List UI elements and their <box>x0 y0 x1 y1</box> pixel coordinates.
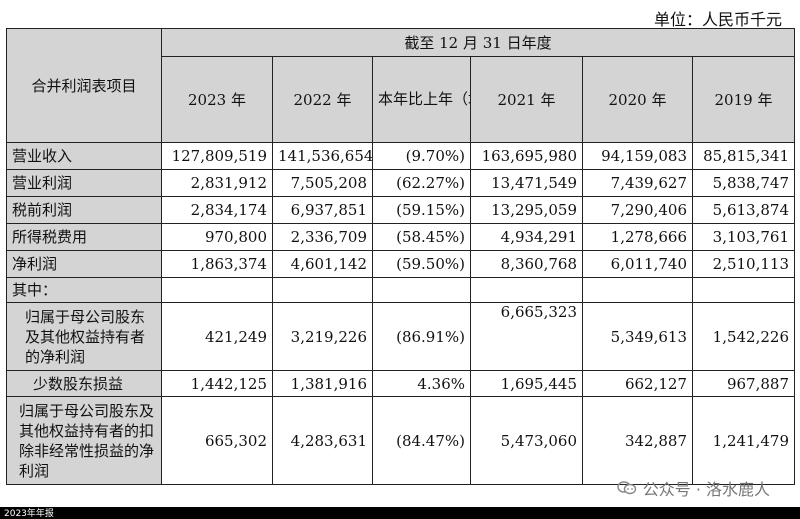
cell-2020: 1,278,666 <box>582 223 693 251</box>
cell-2019: 5,613,874 <box>692 196 795 224</box>
cell-2019 <box>692 277 795 303</box>
cell-2019: 1,241,479 <box>692 396 795 485</box>
cell-2020: 5,349,613 <box>582 302 693 371</box>
cell-2023: 1,442,125 <box>161 370 273 397</box>
cell-2021: 6,665,323 <box>470 302 583 371</box>
watermark-text: 公众号 · 洛水鹿人 <box>642 480 770 499</box>
cell-yoy: (62.27%) <box>372 169 471 197</box>
row-header-cell: 合并利润表项目 <box>6 28 162 143</box>
cell-yoy: (59.15%) <box>372 196 471 224</box>
cell-2022: 4,601,142 <box>272 250 373 278</box>
cell-yoy: (86.91%) <box>372 302 471 371</box>
cell-2022: 3,219,226 <box>272 302 373 371</box>
col-header-2021: 2021 年 <box>470 56 583 143</box>
table-row-parent-net-profit: 归属于母公司股东及其他权益持有者的净利润 421,249 3,219,226 (… <box>6 302 795 371</box>
table-row-parent-net-profit-excl-nonrecurring: 归属于母公司股东及其他权益持有者的扣除非经常性损益的净利润 665,302 4,… <box>6 396 795 485</box>
col-header-2020: 2020 年 <box>582 56 693 143</box>
cell-2019: 85,815,341 <box>692 142 795 170</box>
row-label: 营业收入 <box>6 142 162 170</box>
cell-2022: 6,937,851 <box>272 196 373 224</box>
cell-2021: 4,934,291 <box>470 223 583 251</box>
cell-yoy: 4.36% <box>372 370 471 397</box>
footer-bar: 2023年年报 <box>0 507 800 519</box>
cell-2023: 665,302 <box>161 396 273 485</box>
period-header: 截至 12 月 31 日年度 <box>161 28 795 57</box>
table-row-pretax-profit: 税前利润 2,834,174 6,937,851 (59.15%) 13,295… <box>6 196 795 224</box>
cell-2022: 141,536,654 <box>272 142 373 170</box>
row-label: 净利润 <box>6 250 162 278</box>
cell-yoy <box>372 277 471 303</box>
cell-2022: 7,505,208 <box>272 169 373 197</box>
cell-2021 <box>470 277 583 303</box>
row-label: 营业利润 <box>6 169 162 197</box>
row-label: 其中： <box>6 277 162 303</box>
cell-2020 <box>582 277 693 303</box>
row-label: 所得税费用 <box>6 223 162 251</box>
cell-2019: 967,887 <box>692 370 795 397</box>
table-row-of-which: 其中： <box>6 277 795 303</box>
cell-2019: 1,542,226 <box>692 302 795 371</box>
cell-2019: 3,103,761 <box>692 223 795 251</box>
col-header-2023: 2023 年 <box>161 56 273 143</box>
cell-2021: 13,295,059 <box>470 196 583 224</box>
cell-2023: 421,249 <box>161 302 273 371</box>
table-row-net-profit: 净利润 1,863,374 4,601,142 (59.50%) 8,360,7… <box>6 250 795 278</box>
col-header-2019: 2019 年 <box>692 56 795 143</box>
cell-yoy: (58.45%) <box>372 223 471 251</box>
cell-2020: 94,159,083 <box>582 142 693 170</box>
cell-2022: 1,381,916 <box>272 370 373 397</box>
row-label: 归属于母公司股东及其他权益持有者的净利润 <box>6 302 162 371</box>
cell-2020: 342,887 <box>582 396 693 485</box>
header-row-columns: 2023 年 2022 年 本年比上年（增减） 2021 年 2020 年 20… <box>7 56 795 143</box>
table-row-income-tax: 所得税费用 970,800 2,336,709 (58.45%) 4,934,2… <box>6 223 795 251</box>
cell-2021: 5,473,060 <box>470 396 583 485</box>
cell-yoy: (84.47%) <box>372 396 471 485</box>
cell-2021: 8,360,768 <box>470 250 583 278</box>
table-row-operating-profit: 营业利润 2,831,912 7,505,208 (62.27%) 13,471… <box>6 169 795 197</box>
cell-2020: 7,290,406 <box>582 196 693 224</box>
cell-2023: 2,834,174 <box>161 196 273 224</box>
cell-2021: 13,471,549 <box>470 169 583 197</box>
income-statement-table: 合并利润表项目 截至 12 月 31 日年度 2023 年 2022 年 本年比… <box>6 28 795 485</box>
table-row-revenue: 营业收入 127,809,519 141,536,654 (9.70%) 163… <box>6 142 795 170</box>
col-header-2022: 2022 年 <box>272 56 373 143</box>
unit-label: 单位：人民币千元 <box>653 10 782 29</box>
cell-2019: 2,510,113 <box>692 250 795 278</box>
cell-2023 <box>161 277 273 303</box>
cell-2022: 4,283,631 <box>272 396 373 485</box>
cell-yoy: (9.70%) <box>372 142 471 170</box>
cell-2022: 2,336,709 <box>272 223 373 251</box>
col-header-yoy-change: 本年比上年（增减） <box>372 56 471 143</box>
watermark: 公众号 · 洛水鹿人 <box>617 476 770 500</box>
cell-2022 <box>272 277 373 303</box>
row-label: 税前利润 <box>6 196 162 224</box>
header-row-period: 合并利润表项目 截至 12 月 31 日年度 <box>6 28 795 143</box>
cell-2021: 163,695,980 <box>470 142 583 170</box>
wechat-icon <box>617 481 636 495</box>
footer-text: 2023年年报 <box>4 509 54 519</box>
cell-2023: 127,809,519 <box>161 142 273 170</box>
table-row-minority-interest: 少数股东损益 1,442,125 1,381,916 4.36% 1,695,4… <box>6 370 795 397</box>
cell-2019: 5,838,747 <box>692 169 795 197</box>
row-label: 少数股东损益 <box>6 370 162 397</box>
cell-2021: 1,695,445 <box>470 370 583 397</box>
cell-2023: 970,800 <box>161 223 273 251</box>
cell-2020: 662,127 <box>582 370 693 397</box>
cell-2023: 1,863,374 <box>161 250 273 278</box>
cell-2020: 6,011,740 <box>582 250 693 278</box>
cell-yoy: (59.50%) <box>372 250 471 278</box>
cell-2020: 7,439,627 <box>582 169 693 197</box>
row-label: 归属于母公司股东及其他权益持有者的扣除非经常性损益的净利润 <box>6 396 162 485</box>
cell-2023: 2,831,912 <box>161 169 273 197</box>
